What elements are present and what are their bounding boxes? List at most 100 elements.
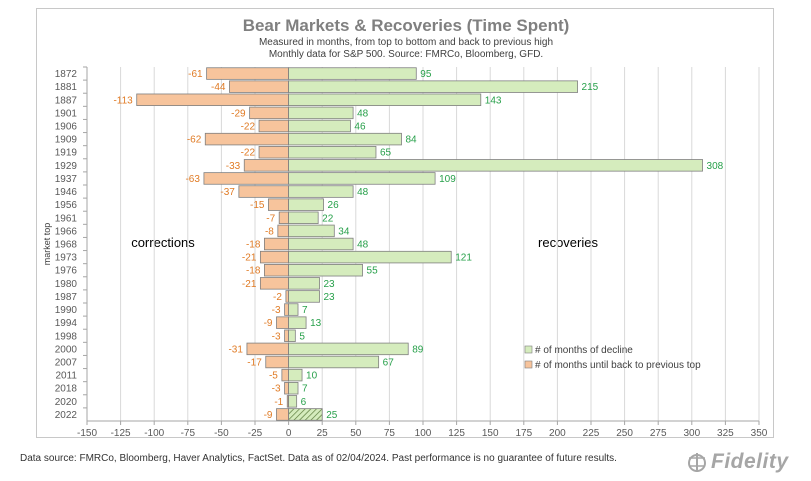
y-tick-label: 1994 — [55, 318, 78, 329]
y-tick-label: 2022 — [55, 410, 78, 421]
correction-bar — [284, 329, 289, 342]
recovery-bar — [288, 368, 303, 382]
correction-bar — [281, 368, 290, 382]
recovery-value-label: 7 — [302, 384, 308, 395]
correction-value-label: -3 — [272, 305, 281, 316]
recovery-value-label: 89 — [412, 344, 424, 355]
recovery-bar — [288, 93, 482, 106]
x-tick-label: -50 — [214, 428, 229, 439]
x-tick-label: 300 — [683, 428, 700, 439]
footnote: Data source: FMRCo, Bloomberg, Haver Ana… — [20, 453, 617, 464]
x-tick-label: 350 — [751, 428, 768, 439]
y-tick-label: 1901 — [55, 108, 78, 119]
y-tick-label: 1961 — [55, 213, 78, 224]
correction-bar — [259, 250, 290, 264]
recovery-value-label: 143 — [485, 95, 502, 106]
x-tick-label: 75 — [384, 428, 396, 439]
correction-value-label: -113 — [113, 95, 133, 106]
y-tick-label: 1976 — [55, 266, 78, 277]
legend-label: # of months until back to previous top — [535, 360, 701, 371]
correction-value-label: -18 — [246, 240, 261, 251]
recovery-value-label: 109 — [439, 174, 456, 185]
chart-subtitle-line-1: Measured in months, from top to bottom a… — [259, 37, 553, 48]
x-tick-label: 250 — [616, 428, 633, 439]
y-tick-label: 1881 — [55, 82, 78, 93]
correction-bar — [136, 93, 289, 106]
recovery-bar — [288, 395, 298, 408]
recovery-bar — [288, 198, 324, 211]
recovery-bar — [288, 106, 354, 120]
fidelity-logo-text: Fidelity — [711, 450, 789, 473]
recovery-value-label: 215 — [582, 82, 599, 93]
y-tick-label: 1980 — [55, 279, 78, 290]
y-tick-label: 2020 — [55, 397, 78, 408]
recovery-value-label: 84 — [405, 135, 417, 146]
correction-value-label: -63 — [185, 174, 200, 185]
recovery-bar — [288, 250, 452, 264]
chart-subtitle-line-2: Monthly data for S&P 500. Source: FMRCo,… — [269, 49, 543, 60]
x-tick-label: 275 — [650, 428, 667, 439]
recovery-bar — [288, 264, 363, 277]
recovery-value-label: 95 — [420, 69, 432, 80]
recovery-value-label: 6 — [301, 397, 307, 408]
recovery-bar — [288, 211, 319, 224]
y-tick-label: 1909 — [55, 135, 78, 146]
x-tick-label: -25 — [248, 428, 263, 439]
correction-bar — [277, 224, 290, 238]
legend-swatch — [524, 345, 533, 354]
correction-value-label: -15 — [250, 200, 265, 211]
correction-bar — [276, 316, 289, 329]
fidelity-emblem-icon — [688, 453, 706, 472]
recoveries-annotation: recoveries — [538, 235, 598, 250]
x-tick-label: 325 — [717, 428, 734, 439]
correction-value-label: -22 — [241, 122, 256, 133]
recovery-bar — [288, 277, 320, 290]
correction-value-label: -21 — [242, 253, 257, 264]
recovery-value-label: 5 — [299, 331, 305, 342]
correction-bar — [268, 198, 290, 211]
recovery-bar — [288, 119, 351, 133]
y-tick-label: 1906 — [55, 122, 78, 133]
y-tick-label: 1968 — [55, 240, 78, 251]
correction-bar — [276, 408, 289, 421]
chart-title: Bear Markets & Recoveries (Time Spent) — [243, 16, 570, 35]
recovery-bar — [288, 80, 578, 93]
recovery-value-label: 55 — [367, 266, 379, 277]
correction-value-label: -29 — [231, 108, 246, 119]
correction-bar — [264, 264, 290, 277]
recovery-bar — [288, 132, 402, 146]
correction-value-label: -33 — [226, 161, 241, 172]
recovery-value-label: 121 — [455, 253, 472, 264]
y-tick-label: 2000 — [55, 344, 78, 355]
correction-bar — [278, 211, 290, 224]
correction-bar — [258, 119, 289, 133]
correction-value-label: -1 — [274, 397, 283, 408]
legend-label: # of months of decline — [535, 345, 633, 356]
correction-value-label: -22 — [241, 148, 256, 159]
recovery-value-label: 7 — [302, 305, 308, 316]
correction-value-label: -44 — [211, 82, 226, 93]
x-tick-label: -150 — [77, 428, 97, 439]
x-tick-label: 150 — [482, 428, 499, 439]
y-tick-label: 1887 — [55, 95, 78, 106]
correction-value-label: -37 — [220, 187, 235, 198]
recovery-value-label: 10 — [306, 371, 318, 382]
correction-value-label: -2 — [273, 292, 282, 303]
correction-bar — [264, 237, 290, 251]
correction-bar — [203, 172, 289, 185]
x-tick-label: 100 — [415, 428, 432, 439]
y-tick-label: 1987 — [55, 292, 78, 303]
recovery-bar — [288, 355, 380, 369]
correction-bar — [206, 67, 289, 80]
correction-bar — [284, 382, 289, 395]
y-tick-label: 1966 — [55, 226, 78, 237]
correction-value-label: -9 — [264, 410, 273, 421]
corrections-annotation: corrections — [131, 235, 195, 250]
correction-value-label: -7 — [266, 213, 275, 224]
recovery-value-label: 34 — [338, 226, 350, 237]
x-tick-label: 225 — [583, 428, 600, 439]
y-tick-label: 1929 — [55, 161, 78, 172]
correction-bar — [204, 132, 290, 146]
correction-value-label: -5 — [269, 371, 278, 382]
y-tick-label: 1956 — [55, 200, 78, 211]
